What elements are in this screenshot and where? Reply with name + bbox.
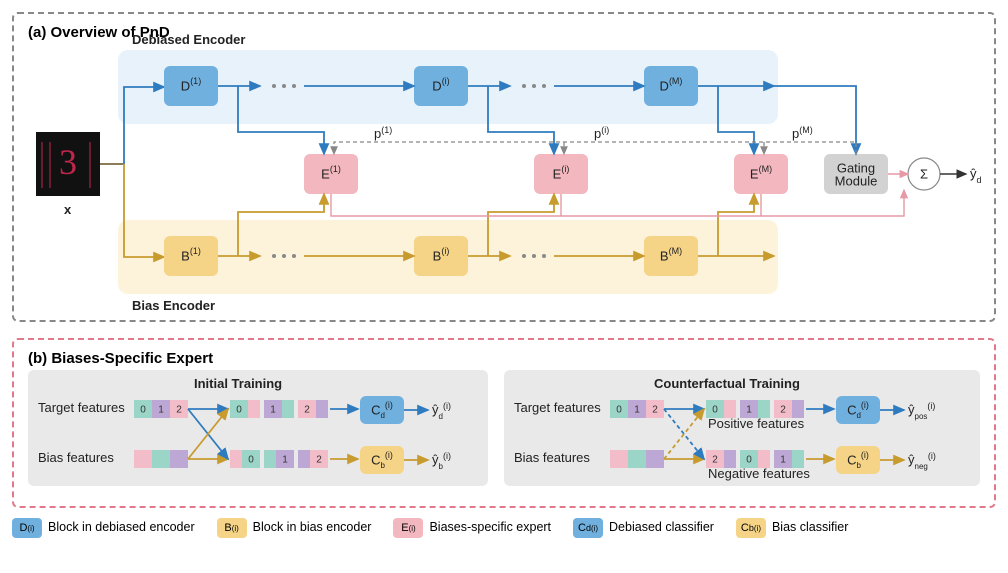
- p1-label: p(1): [374, 125, 392, 141]
- left-target-in: 0 1 2: [134, 400, 188, 418]
- panel-a: (a) Overview of PnD Debiased Encoder Bia…: [12, 12, 996, 322]
- svg-text:3: 3: [59, 142, 77, 182]
- neg-label: Negative features: [708, 466, 810, 481]
- d-block-M: D(M): [644, 66, 698, 106]
- svg-text:1: 1: [158, 405, 164, 416]
- legend: D(i)Block in debiased encoder B(i)Block …: [12, 518, 996, 538]
- cb-right: Cb(i): [836, 446, 880, 474]
- right-neg-out: 2 0 1: [706, 450, 804, 468]
- cd-right: Cd(i): [836, 396, 880, 424]
- svg-text:1: 1: [282, 455, 288, 466]
- panel-b-svg: Initial Training Counterfactual Training…: [14, 340, 994, 500]
- svg-text:2: 2: [652, 405, 658, 416]
- right-bias-label: Bias features: [514, 450, 590, 465]
- b-block-i: B(i): [414, 236, 468, 276]
- input-x: 3: [36, 132, 100, 196]
- svg-text:2: 2: [712, 455, 718, 466]
- e-block-1: E(1): [304, 154, 358, 194]
- left-bias-out: 0 1 2: [230, 450, 328, 468]
- svg-text:1: 1: [634, 405, 640, 416]
- svg-text:1: 1: [746, 405, 752, 416]
- svg-text:Σ: Σ: [920, 166, 928, 181]
- svg-text:2: 2: [316, 455, 322, 466]
- legend-b: B(i)Block in bias encoder: [217, 518, 372, 538]
- left-bias-label: Bias features: [38, 450, 114, 465]
- panel-b: (b) Biases-Specific Expert Initial Train…: [12, 338, 996, 508]
- bias-encoder-label: Bias Encoder: [132, 298, 215, 313]
- svg-text:Module: Module: [835, 173, 878, 188]
- svg-text:0: 0: [140, 405, 146, 416]
- pi-label: p(i): [594, 125, 609, 141]
- left-target-out: 0 1 2: [230, 400, 328, 418]
- left-bias-in: [134, 450, 188, 468]
- d-block-i: D(i): [414, 66, 468, 106]
- b-block-M: B(M): [644, 236, 698, 276]
- legend-cb: Cb(i)Bias classifier: [736, 518, 848, 538]
- yd-label: ŷd: [970, 166, 982, 185]
- counterfactual-title: Counterfactual Training: [654, 376, 800, 391]
- svg-text:0: 0: [248, 455, 254, 466]
- svg-text:1: 1: [780, 455, 786, 466]
- b-block-1: B(1): [164, 236, 218, 276]
- d-block-1: D(1): [164, 66, 218, 106]
- right-bias-in: [610, 450, 664, 468]
- initial-training-title: Initial Training: [194, 376, 282, 391]
- cd-left: Cd(i): [360, 396, 404, 424]
- cb-left: Cb(i): [360, 446, 404, 474]
- e-block-M: E(M): [734, 154, 788, 194]
- e-block-i: E(i): [534, 154, 588, 194]
- pM-label: p(M): [792, 125, 813, 141]
- right-target-label: Target features: [514, 400, 601, 415]
- right-pos-out: 0 1 2: [706, 400, 804, 418]
- pos-label: Positive features: [708, 416, 805, 431]
- svg-text:0: 0: [746, 455, 752, 466]
- legend-e: E(i)Biases-specific expert: [393, 518, 551, 538]
- panel-a-svg: Debiased Encoder Bias Encoder 3 x D(1) D…: [14, 14, 994, 314]
- left-target-label: Target features: [38, 400, 125, 415]
- sum-node: Σ: [908, 158, 940, 190]
- svg-text:1: 1: [270, 405, 276, 416]
- svg-text:2: 2: [304, 405, 310, 416]
- legend-cd: Cd(i)Debiased classifier: [573, 518, 714, 538]
- svg-text:2: 2: [176, 405, 182, 416]
- svg-text:0: 0: [616, 405, 622, 416]
- right-target-in: 0 1 2: [610, 400, 664, 418]
- svg-text:0: 0: [712, 405, 718, 416]
- svg-text:2: 2: [780, 405, 786, 416]
- legend-d: D(i)Block in debiased encoder: [12, 518, 195, 538]
- x-label: x: [64, 202, 72, 217]
- gating-module: Gating Module: [824, 154, 888, 194]
- debiased-encoder-label: Debiased Encoder: [132, 32, 245, 47]
- svg-text:0: 0: [236, 405, 242, 416]
